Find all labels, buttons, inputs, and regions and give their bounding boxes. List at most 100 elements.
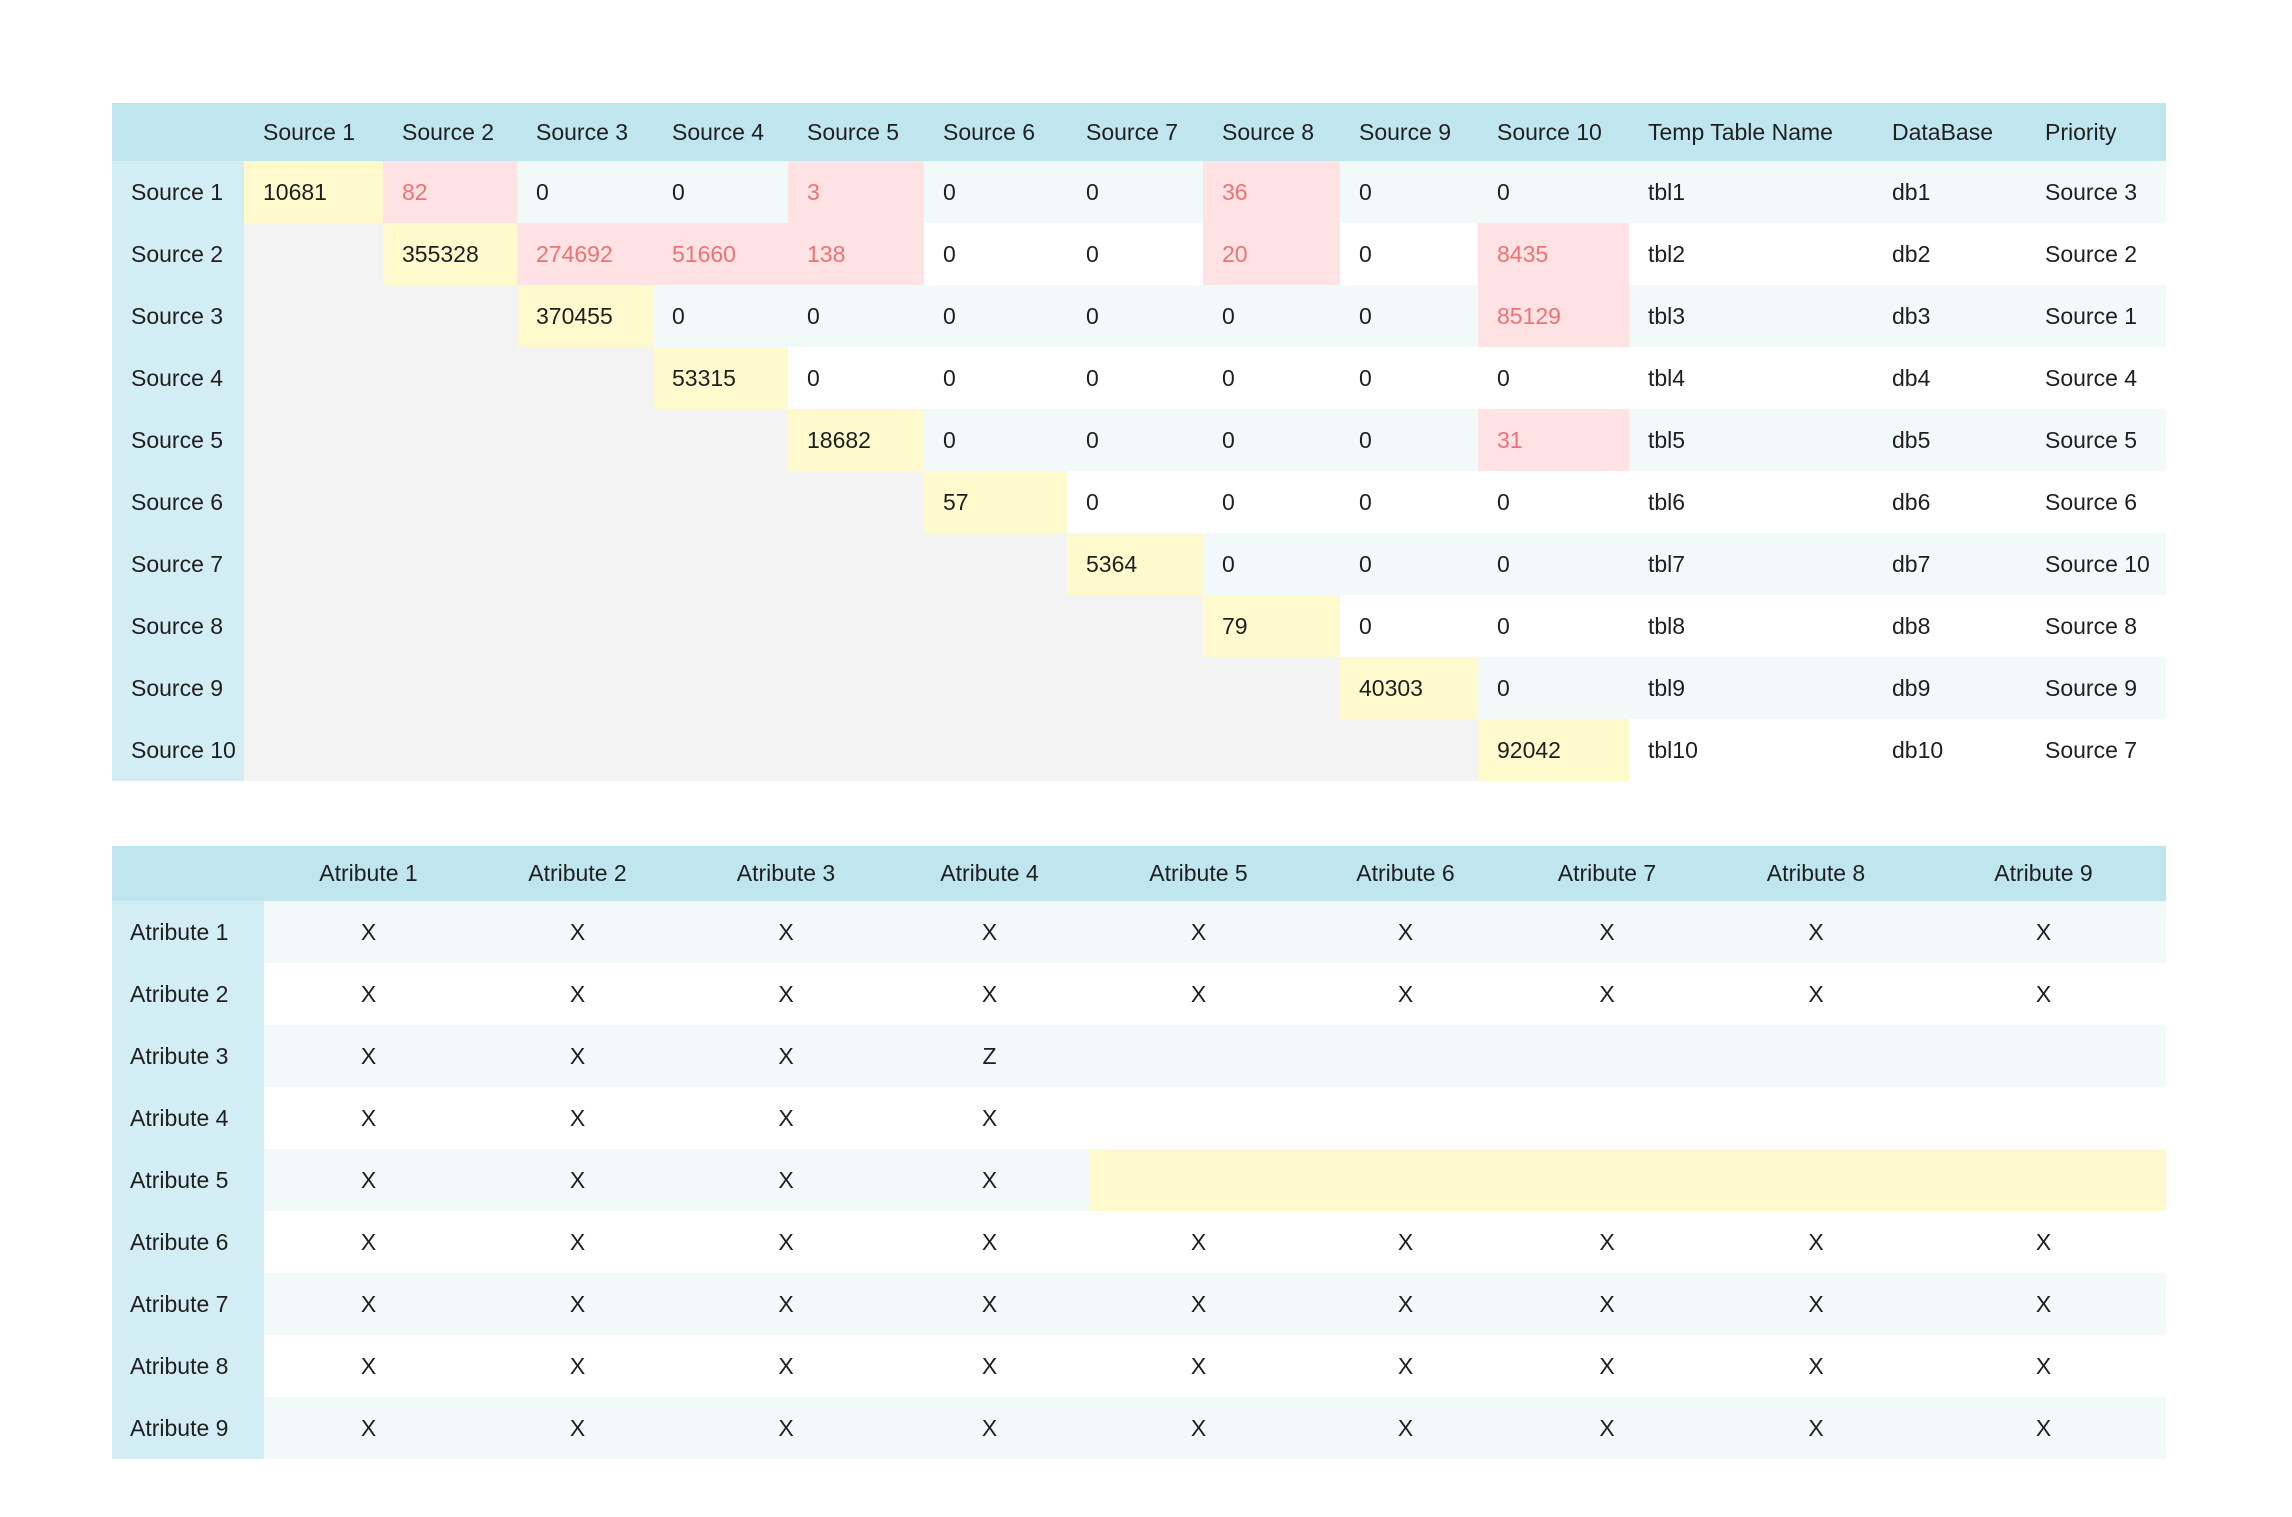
table-cell: 0 [1340, 471, 1478, 533]
table-cell [788, 471, 924, 533]
table-cell [517, 471, 653, 533]
table-cell: X [264, 1025, 473, 1087]
column-header: Source 6 [924, 103, 1067, 161]
table-cell: 0 [1067, 285, 1203, 347]
table-row: Source 3 370455 0 0 0 0 0 0 85129 tbl3 db3 Source 1 [112, 285, 2166, 347]
table-cell: tbl10 [1629, 719, 1873, 781]
row-header: Atribute 8 [112, 1335, 264, 1397]
table-cell [1203, 657, 1340, 719]
table-cell: 0 [1340, 347, 1478, 409]
table-cell: X [473, 1087, 682, 1149]
table-cell [517, 719, 653, 781]
table-cell: tbl9 [1629, 657, 1873, 719]
table-cell: X [890, 1087, 1089, 1149]
table-cell [788, 533, 924, 595]
table-cell: X [1089, 901, 1308, 963]
column-header [112, 103, 244, 161]
table-cell: X [682, 1025, 890, 1087]
table-cell [383, 471, 517, 533]
table-cell: X [1089, 1335, 1308, 1397]
priority-cell: Source 8 [2026, 595, 2166, 657]
table-cell [244, 533, 383, 595]
table-cell: X [890, 1397, 1089, 1459]
table-cell [244, 657, 383, 719]
table-cell [653, 409, 788, 471]
table-cell: 36 [1203, 161, 1340, 223]
table-row: Source 2 355328 274692 51660 138 0 0 20 0 8435 tbl… [112, 223, 2166, 285]
table-cell: 0 [1478, 657, 1629, 719]
table-cell: 0 [1203, 471, 1340, 533]
table-cell: 92042 [1478, 719, 1629, 781]
table-cell: 0 [517, 161, 653, 223]
row-header: Source 9 [112, 657, 244, 719]
column-header: Atribute 4 [890, 846, 1089, 901]
table-cell: X [1503, 963, 1711, 1025]
table-cell: 138 [788, 223, 924, 285]
table-cell [1711, 1149, 1921, 1211]
table-cell: X [1503, 1211, 1711, 1273]
table-cell: X [1711, 1211, 1921, 1273]
table-cell: 0 [924, 409, 1067, 471]
table-cell [1921, 1149, 2166, 1211]
row-header: Atribute 3 [112, 1025, 264, 1087]
table-cell: 57 [924, 471, 1067, 533]
table-cell: X [473, 963, 682, 1025]
table-cell: 0 [924, 223, 1067, 285]
table-cell [1921, 1087, 2166, 1149]
table-cell: X [890, 1149, 1089, 1211]
table-cell: 0 [1340, 409, 1478, 471]
table-cell: 0 [1478, 595, 1629, 657]
row-header: Source 4 [112, 347, 244, 409]
table-cell: X [1921, 1211, 2166, 1273]
db-cell: db1 [1873, 161, 2026, 223]
table-cell [788, 657, 924, 719]
table-cell [517, 347, 653, 409]
row-header: Source 1 [112, 161, 244, 223]
table-cell [1308, 1087, 1503, 1149]
column-header: DataBase [1873, 103, 2026, 161]
table-cell [1089, 1149, 1308, 1211]
table-cell: X [1711, 1335, 1921, 1397]
table-cell: X [1308, 1273, 1503, 1335]
table-cell: 0 [1478, 347, 1629, 409]
table-cell [653, 471, 788, 533]
column-header: Source 9 [1340, 103, 1478, 161]
table-cell: X [682, 963, 890, 1025]
table-cell: X [1308, 1335, 1503, 1397]
table-cell: X [473, 1149, 682, 1211]
table-row: Source 4 53315 0 0 0 0 0 0 tbl4 db4 Source 4 [112, 347, 2166, 409]
table-cell: X [1921, 963, 2166, 1025]
table-cell [924, 595, 1067, 657]
table-row: Source 6 57 0 0 0 0 tbl6 db6 Source 6 [112, 471, 2166, 533]
table-cell: 8435 [1478, 223, 1629, 285]
table-row: Source 1 10681 82 0 0 3 0 0 36 0 0 tbl1 db1 Source 3 [112, 161, 2166, 223]
table-cell: X [1503, 901, 1711, 963]
table-cell: tbl3 [1629, 285, 1873, 347]
table-cell: 0 [1067, 223, 1203, 285]
table-cell: X [264, 1087, 473, 1149]
table-cell: tbl2 [1629, 223, 1873, 285]
table-cell [383, 595, 517, 657]
priority-cell: Source 7 [2026, 719, 2166, 781]
table-cell: 79 [1203, 595, 1340, 657]
table-cell: X [473, 1025, 682, 1087]
table-cell: 3 [788, 161, 924, 223]
table-cell [1711, 1087, 1921, 1149]
table-cell: X [1308, 963, 1503, 1025]
table-cell: X [1308, 1397, 1503, 1459]
table-cell: X [682, 1335, 890, 1397]
table-cell [1921, 1025, 2166, 1087]
table-cell: X [264, 1273, 473, 1335]
table-cell: 0 [1340, 161, 1478, 223]
table-cell: 51660 [653, 223, 788, 285]
row-header: Atribute 2 [112, 963, 264, 1025]
table-cell: X [1711, 901, 1921, 963]
table-cell: X [1503, 1397, 1711, 1459]
table-cell: X [473, 1397, 682, 1459]
